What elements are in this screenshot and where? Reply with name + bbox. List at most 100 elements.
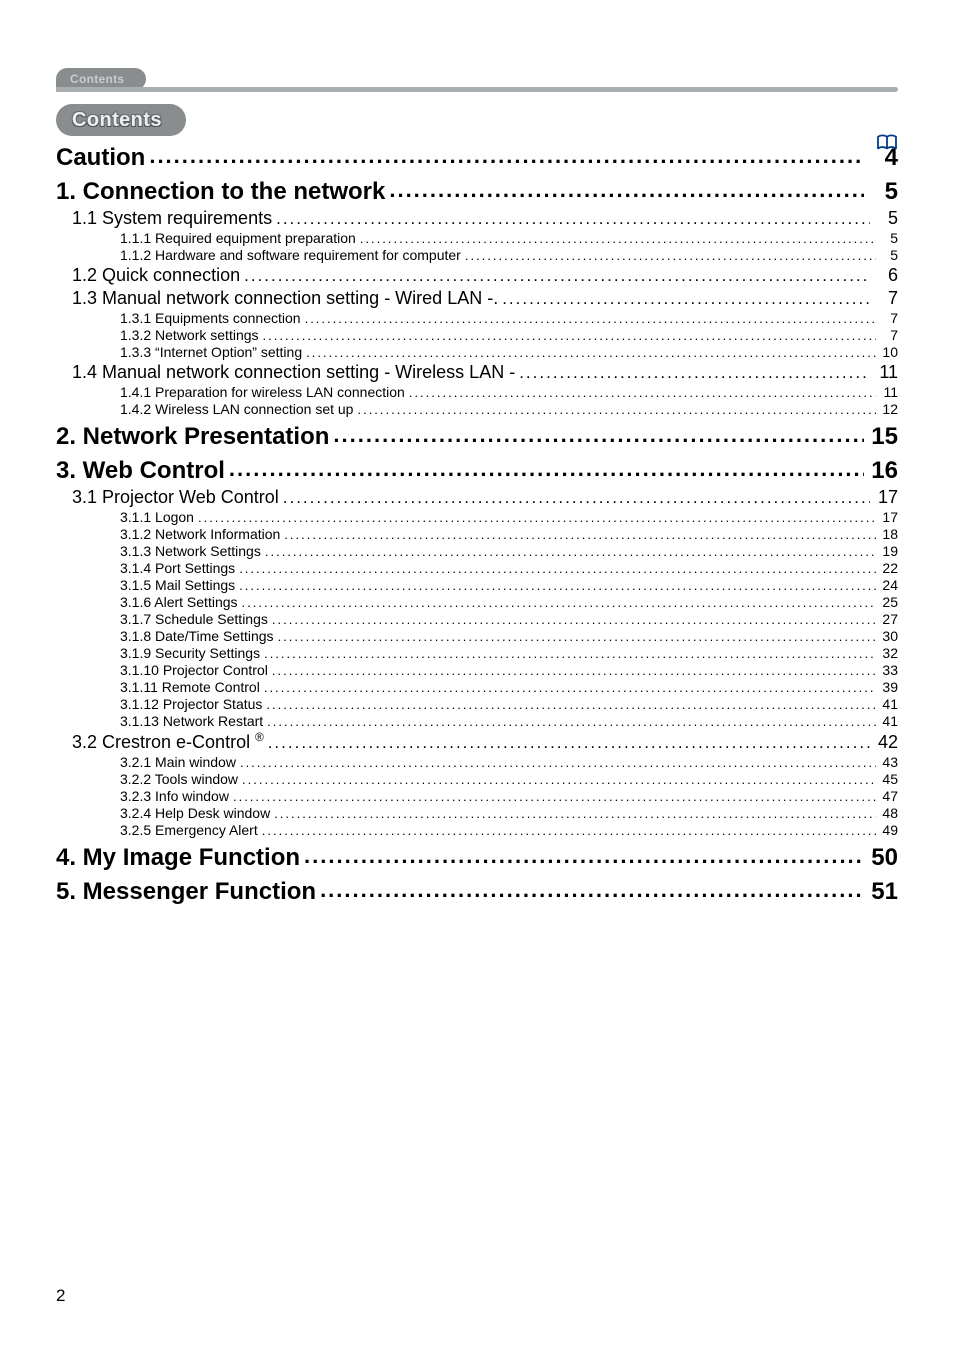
- book-icon: [876, 134, 898, 157]
- toc-leader-dots: ........................................…: [260, 680, 876, 695]
- header-tab-bar: Contents: [56, 64, 898, 92]
- toc-leader-dots: ........................................…: [280, 527, 876, 542]
- toc-entry[interactable]: 1.1.1 Required equipment preparation ...…: [56, 230, 898, 246]
- toc-entry[interactable]: 1.4 Manual network connection setting - …: [56, 362, 898, 383]
- toc-entry[interactable]: 3.1.2 Network Information ..............…: [56, 526, 898, 542]
- toc-leader-dots: ........................................…: [300, 844, 864, 869]
- toc-entry-title: 3.2.4 Help Desk window: [120, 805, 270, 821]
- toc-leader-dots: ........................................…: [258, 823, 876, 838]
- toc-leader-dots: ........................................…: [272, 209, 870, 229]
- toc-entry[interactable]: 1. Connection to the network ...........…: [56, 178, 898, 206]
- toc-entry-page: 50: [864, 844, 898, 872]
- toc-entry[interactable]: 3.2.5 Emergency Alert ..................…: [56, 822, 898, 838]
- toc-entry[interactable]: 3.1.8 Date/Time Settings ...............…: [56, 628, 898, 644]
- toc-leader-dots: ........................................…: [302, 345, 876, 360]
- toc-entry[interactable]: 1.3.2 Network settings .................…: [56, 327, 898, 343]
- toc-entry-page: 7: [876, 310, 898, 326]
- toc-entry[interactable]: 3.1 Projector Web Control ..............…: [56, 487, 898, 508]
- toc-entry[interactable]: 1.1 System requirements ................…: [56, 208, 898, 229]
- toc-entry[interactable]: 1.4.2 Wireless LAN connection set up ...…: [56, 401, 898, 417]
- toc-leader-dots: ........................................…: [461, 248, 876, 263]
- contents-badge: Contents: [56, 104, 186, 136]
- toc-entry[interactable]: 3.1.10 Projector Control ...............…: [56, 662, 898, 678]
- toc-leader-dots: ........................................…: [279, 488, 870, 508]
- toc-entry-page: 33: [876, 662, 898, 678]
- toc-entry[interactable]: 1.3.3 “Internet Option” setting ........…: [56, 344, 898, 360]
- toc-leader-dots: ........................................…: [356, 231, 876, 246]
- toc-entry-title: 1. Connection to the network: [56, 178, 385, 206]
- toc-entry[interactable]: 3.2.4 Help Desk window .................…: [56, 805, 898, 821]
- toc-entry[interactable]: 3.1.13 Network Restart .................…: [56, 713, 898, 729]
- toc-entry-title: 3.1.4 Port Settings: [120, 560, 235, 576]
- toc-entry[interactable]: 1.1.2 Hardware and software requirement …: [56, 247, 898, 263]
- toc-entry-page: 25: [876, 594, 898, 610]
- toc-entry-page: 6: [870, 265, 898, 286]
- toc-leader-dots: ........................................…: [405, 385, 876, 400]
- toc-entry[interactable]: 3.2.2 Tools window .....................…: [56, 771, 898, 787]
- toc-entry[interactable]: 3.1.3 Network Settings .................…: [56, 543, 898, 559]
- toc-entry[interactable]: Caution ................................…: [56, 144, 898, 172]
- toc-leader-dots: ........................................…: [194, 510, 876, 525]
- toc-entry-title: 1.3.3 “Internet Option” setting: [120, 344, 302, 360]
- toc-entry[interactable]: 3. Web Control .........................…: [56, 457, 898, 485]
- toc-leader-dots: ........................................…: [236, 755, 876, 770]
- toc-entry[interactable]: 1.2 Quick connection ...................…: [56, 265, 898, 286]
- toc-entry-title: 1.4 Manual network connection setting - …: [72, 362, 515, 383]
- toc-entry-title: 1.1 System requirements: [72, 208, 272, 229]
- toc-entry-title: 3.2.3 Info window: [120, 788, 229, 804]
- toc-entry-title: 3.2.1 Main window: [120, 754, 236, 770]
- toc-entry[interactable]: 3.1.11 Remote Control ..................…: [56, 679, 898, 695]
- toc-entry[interactable]: 3.1.5 Mail Settings ....................…: [56, 577, 898, 593]
- header-rule: [56, 87, 898, 92]
- toc-leader-dots: ........................................…: [235, 561, 876, 576]
- toc-entry[interactable]: 5. Messenger Function ..................…: [56, 878, 898, 906]
- toc-entry-page: 51: [864, 878, 898, 906]
- toc-entry[interactable]: 3.1.7 Schedule Settings ................…: [56, 611, 898, 627]
- toc-entry-title: 1.4.2 Wireless LAN connection set up: [120, 401, 353, 417]
- toc-entry[interactable]: 3.1.9 Security Settings ................…: [56, 645, 898, 661]
- toc-entry[interactable]: 2. Network Presentation ................…: [56, 423, 898, 451]
- toc-entry-title: 1.3.2 Network settings: [120, 327, 259, 343]
- toc-entry-title: 3.1.12 Projector Status: [120, 696, 262, 712]
- toc-entry-page: 5: [870, 208, 898, 229]
- toc-leader-dots: ........................................…: [268, 612, 876, 627]
- toc-entry[interactable]: 3.2.1 Main window ......................…: [56, 754, 898, 770]
- toc-entry[interactable]: 1.3.1 Equipments connection ............…: [56, 310, 898, 326]
- toc-leader-dots: ........................................…: [268, 663, 876, 678]
- toc-entry-page: 16: [864, 457, 898, 485]
- toc-leader-dots: ........................................…: [270, 806, 876, 821]
- toc-entry[interactable]: 3.1.1 Logon ............................…: [56, 509, 898, 525]
- toc-entry-page: 10: [876, 344, 898, 360]
- toc-entry-title: Caution: [56, 144, 145, 172]
- toc-entry-page: 30: [876, 628, 898, 644]
- toc-entry-title: 3.1.6 Alert Settings: [120, 594, 238, 610]
- toc-entry[interactable]: 3.1.6 Alert Settings ...................…: [56, 594, 898, 610]
- toc-entry-page: 41: [876, 696, 898, 712]
- toc-entry-page: 5: [876, 230, 898, 246]
- toc-entry-page: 17: [876, 509, 898, 525]
- toc-entry-page: 22: [876, 560, 898, 576]
- toc-entry[interactable]: 3.1.12 Projector Status ................…: [56, 696, 898, 712]
- toc-entry[interactable]: 1.3 Manual network connection setting - …: [56, 288, 898, 309]
- toc-entry-title: 1.1.1 Required equipment preparation: [120, 230, 356, 246]
- toc-entry-title: 1.3 Manual network connection setting - …: [72, 288, 498, 309]
- toc-entry[interactable]: 3.2.3 Info window ......................…: [56, 788, 898, 804]
- toc-entry-page: 39: [876, 679, 898, 695]
- toc-leader-dots: ........................................…: [316, 878, 864, 903]
- toc-leader-dots: ........................................…: [235, 578, 876, 593]
- toc-entry-title: 3.1.11 Remote Control: [120, 679, 260, 695]
- toc-leader-dots: ........................................…: [385, 178, 864, 203]
- toc-entry-page: 17: [870, 487, 898, 508]
- toc-entry[interactable]: 4. My Image Function ...................…: [56, 844, 898, 872]
- toc-entry[interactable]: 1.4.1 Preparation for wireless LAN conne…: [56, 384, 898, 400]
- toc-entry-page: 32: [876, 645, 898, 661]
- toc-entry[interactable]: 3.1.4 Port Settings ....................…: [56, 560, 898, 576]
- toc-entry-title: 1.3.1 Equipments connection: [120, 310, 301, 326]
- toc-entry-title: 1.1.2 Hardware and software requirement …: [120, 247, 461, 263]
- toc-entry-title: 3.1.2 Network Information: [120, 526, 280, 542]
- toc-leader-dots: ........................................…: [238, 772, 876, 787]
- toc-entry-title: 3.2.5 Emergency Alert: [120, 822, 258, 838]
- toc-entry-page: 11: [876, 384, 898, 400]
- toc-entry[interactable]: 3.2 Crestron e-Control ® ...............…: [56, 731, 898, 753]
- toc-entry-title: 3.1.3 Network Settings: [120, 543, 261, 559]
